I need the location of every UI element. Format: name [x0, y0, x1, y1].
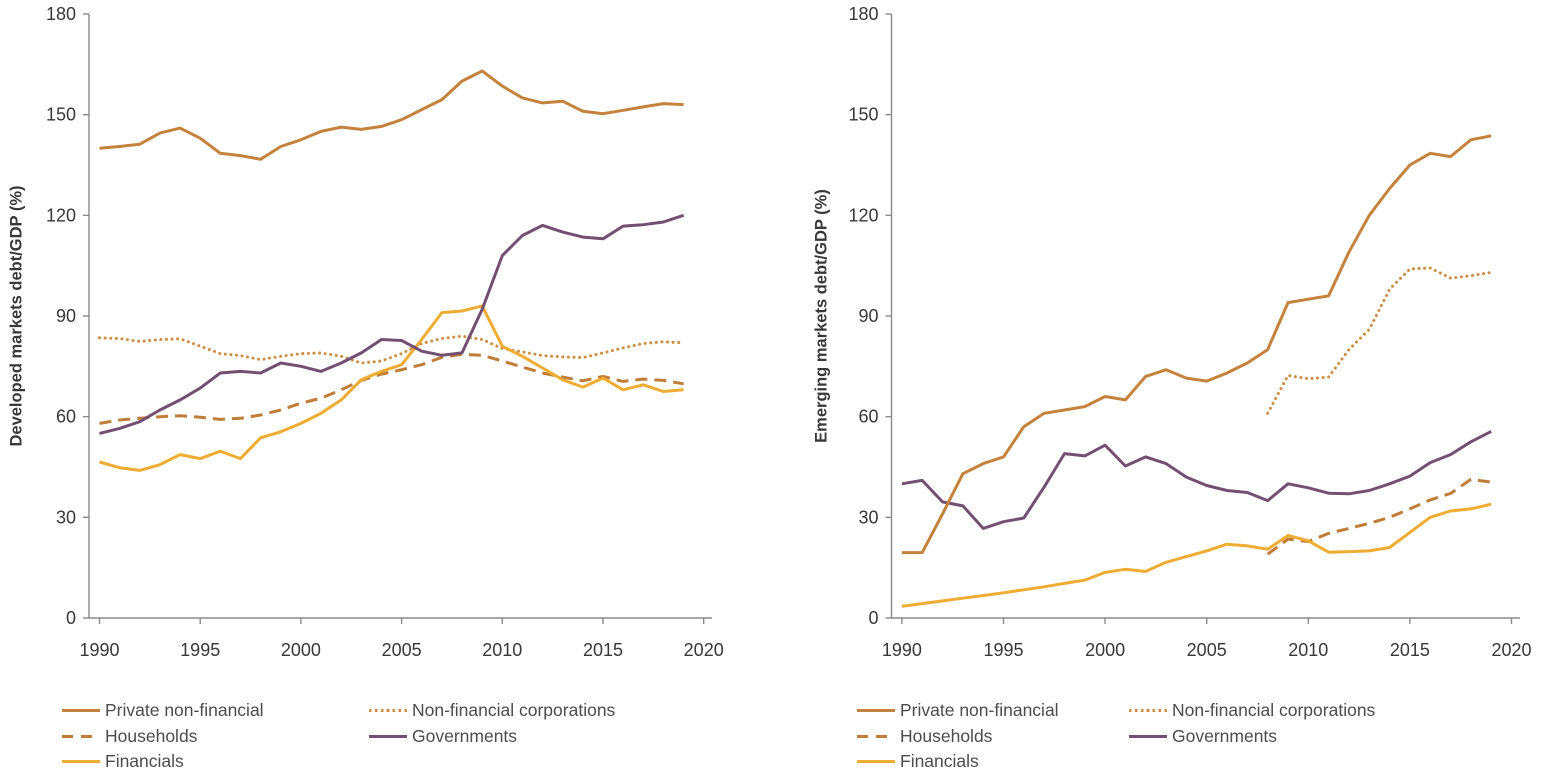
- x-tick-label: 2000: [281, 640, 321, 660]
- series-line-non-financial-corporations: [1266, 266, 1493, 415]
- y-tick-label: 150: [848, 105, 878, 125]
- series-line-financials: [901, 502, 1492, 608]
- series-line-private-non-financial: [901, 134, 1492, 555]
- developed-chart-plot: 0 30 60 90 120 150 180 1990 1995 2000 2005 2010 2015…: [46, 4, 724, 660]
- y-tick-label: 30: [56, 507, 76, 527]
- legend-column-1: Private non-financial Households Financi…: [857, 698, 1059, 775]
- series-line-governments: [901, 430, 1492, 530]
- legend-label: Households: [900, 725, 993, 746]
- legend-item-non-financial-corporations: Non-financial corporations: [369, 698, 615, 724]
- series-line-households: [99, 352, 684, 425]
- legend-label: Governments: [1172, 725, 1278, 746]
- legend-column-1: Private non-financial Households Financi…: [62, 698, 264, 775]
- legend-swatch-solid-line: [857, 709, 895, 713]
- legend-swatch-solid-line: [62, 709, 100, 713]
- y-tick-label: 60: [56, 407, 76, 427]
- x-tick-label: 2015: [1390, 640, 1430, 660]
- legend-label: Non-financial corporations: [1172, 700, 1376, 721]
- x-tick-label: 2005: [1187, 640, 1227, 660]
- legend-swatch-dotted-line: [369, 709, 407, 713]
- y-tick-label: 180: [848, 4, 878, 24]
- legend-item-private-non-financial: Private non-financial: [62, 698, 264, 724]
- legend-label: Financials: [900, 751, 979, 772]
- legend-label: Private non-financial: [900, 700, 1059, 721]
- emerging-markets-chart: Emerging markets debt/GDP (%) 0 30 60 90 120…: [790, 0, 1541, 780]
- y-tick-label: 180: [46, 4, 76, 24]
- legend-item-private-non-financial: Private non-financial: [857, 698, 1059, 724]
- legend-label: Governments: [412, 725, 518, 746]
- x-tick-label: 2010: [1288, 640, 1328, 660]
- series-line-private-non-financial: [99, 69, 684, 161]
- series-line-households: [1266, 477, 1492, 556]
- x-tick-label: 2000: [1085, 640, 1125, 660]
- x-tick-label: 2020: [1491, 640, 1531, 660]
- developed-markets-chart: Developed markets debt/GDP (%) 0 30 60 90 12…: [0, 0, 760, 780]
- legend-swatch-solid-line: [62, 760, 100, 764]
- y-tick-label: 30: [858, 507, 878, 527]
- legend-swatch-dashed-line: [62, 734, 100, 738]
- series-line-governments: [99, 213, 685, 435]
- y-tick-label: 60: [858, 407, 878, 427]
- x-tick-label: 2010: [482, 640, 522, 660]
- y-tick-label: 0: [868, 608, 878, 628]
- series-line-non-financial-corporations: [98, 334, 686, 365]
- x-tick-label: 1995: [180, 640, 220, 660]
- legend-swatch-dashed-line: [857, 734, 895, 738]
- legend-swatch-solid-line: [1129, 734, 1167, 738]
- y-tick-label: 90: [56, 306, 76, 326]
- x-tick-label: 2015: [583, 640, 623, 660]
- legend-item-non-financial-corporations: Non-financial corporations: [1129, 698, 1375, 724]
- legend-column-2: Non-financial corporations Governments: [369, 698, 615, 749]
- legend-label: Non-financial corporations: [412, 700, 616, 721]
- legend-swatch-dotted-line: [1129, 709, 1167, 713]
- y-tick-label: 120: [848, 205, 878, 225]
- legend-item-households: Households: [62, 724, 264, 750]
- legend-label: Households: [105, 725, 198, 746]
- legend-item-households: Households: [857, 724, 1059, 750]
- legend-swatch-solid-line: [369, 734, 407, 738]
- legend-item-governments: Governments: [1129, 724, 1375, 750]
- legend-item-financials: Financials: [857, 749, 1059, 775]
- series-line-financials: [99, 304, 684, 472]
- legend-item-financials: Financials: [62, 749, 264, 775]
- legend-column-2: Non-financial corporations Governments: [1129, 698, 1375, 749]
- legend-label: Private non-financial: [105, 700, 264, 721]
- x-tick-label: 2020: [684, 640, 724, 660]
- y-tick-label: 90: [858, 306, 878, 326]
- y-tick-label: 0: [66, 608, 76, 628]
- x-tick-label: 2005: [382, 640, 422, 660]
- legend-label: Financials: [105, 751, 184, 772]
- legend-swatch-solid-line: [857, 760, 895, 764]
- x-tick-label: 1990: [79, 640, 119, 660]
- legend-item-governments: Governments: [369, 724, 615, 750]
- y-tick-label: 120: [46, 205, 76, 225]
- x-tick-label: 1995: [983, 640, 1023, 660]
- x-tick-label: 1990: [882, 640, 922, 660]
- emerging-chart-plot: 0 30 60 90 120 150 180 1990 1995 2000 2005 2010 2015…: [848, 4, 1531, 660]
- y-tick-label: 150: [46, 105, 76, 125]
